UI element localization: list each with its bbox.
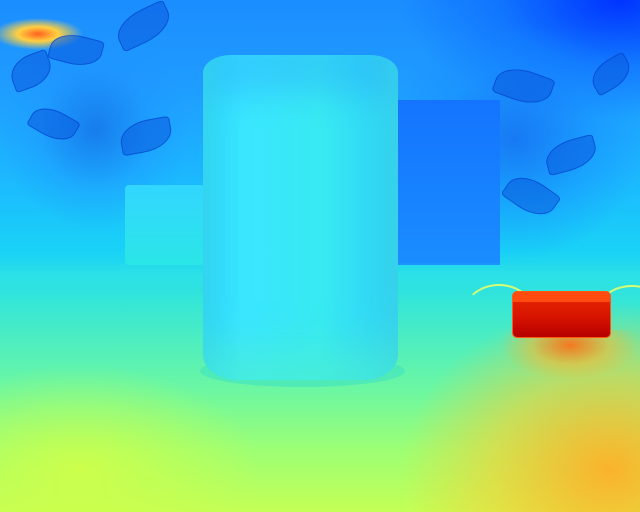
device-near-region — [500, 330, 640, 400]
cable — [462, 284, 536, 348]
jar — [203, 55, 398, 380]
cable — [600, 285, 640, 329]
plant-pot — [125, 185, 205, 265]
background-box — [395, 100, 500, 265]
red-device-top — [513, 292, 610, 302]
